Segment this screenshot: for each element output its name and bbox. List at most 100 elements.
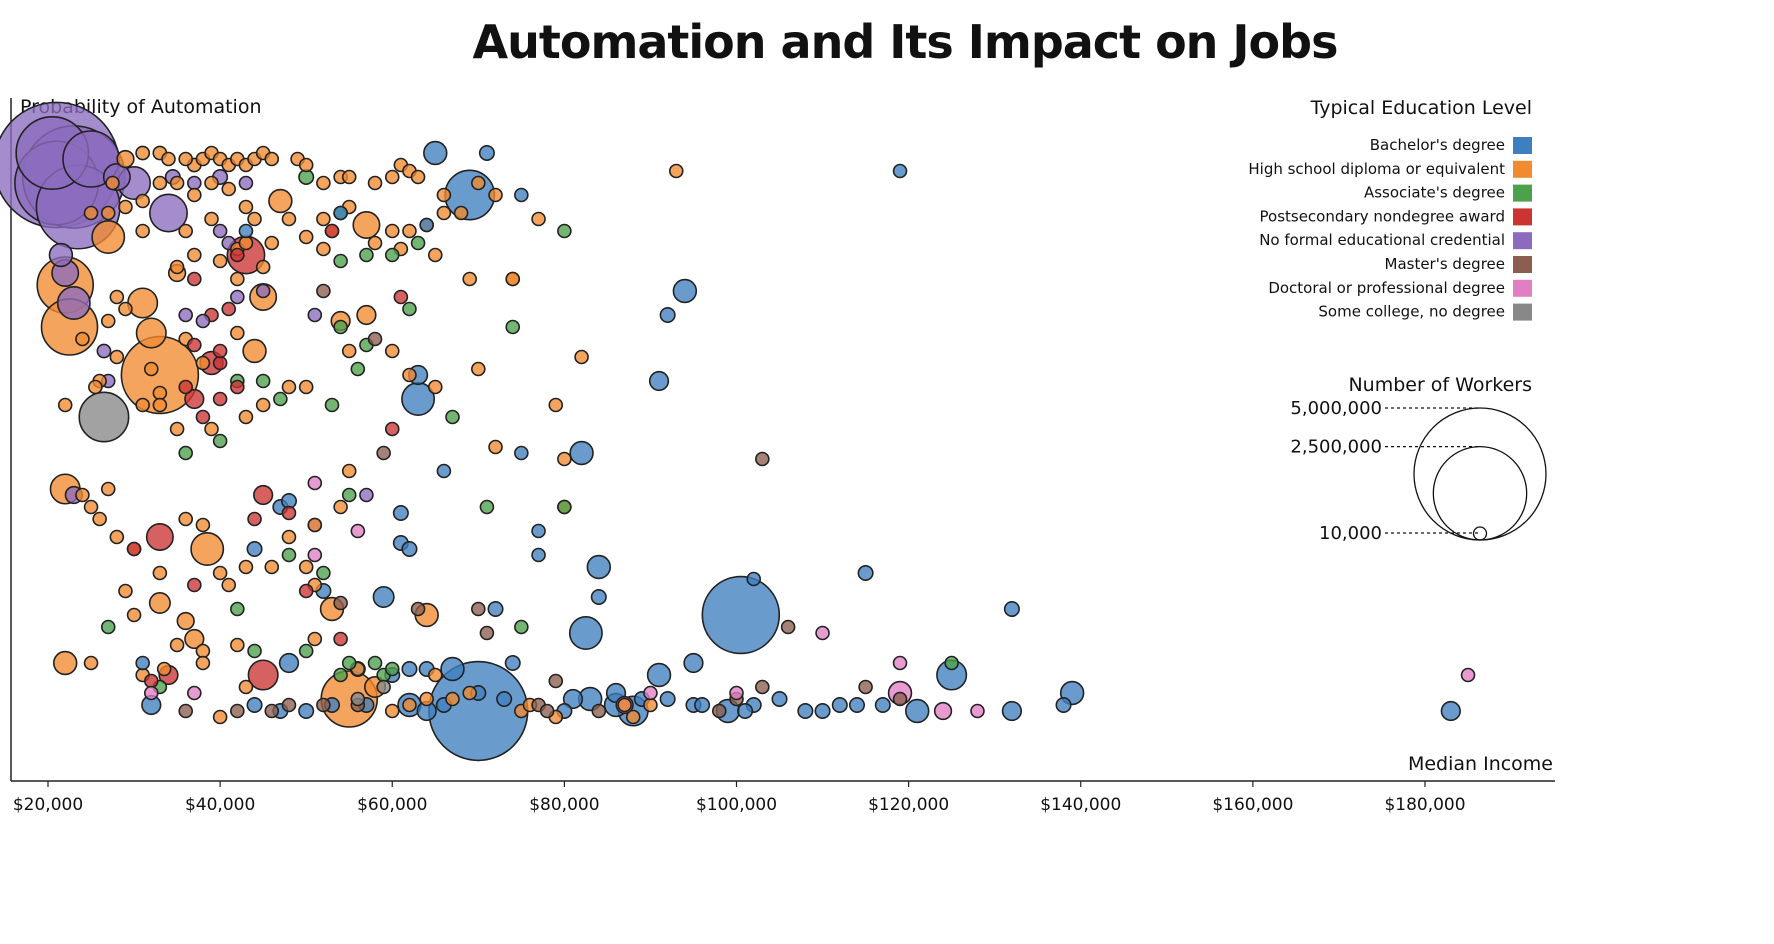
bubble-hs[interactable] — [152, 385, 168, 401]
bubble-ba[interactable] — [419, 217, 434, 233]
bubble-hs[interactable] — [116, 149, 135, 169]
bubble-hs[interactable] — [105, 175, 120, 191]
bubble-ma[interactable] — [780, 619, 796, 635]
bubble-ba[interactable] — [672, 278, 698, 304]
bubble-hs[interactable] — [57, 397, 73, 413]
bubble-as[interactable] — [333, 319, 348, 335]
bubble-as[interactable] — [402, 301, 417, 317]
bubble-as[interactable] — [333, 667, 348, 683]
bubble-nf[interactable] — [149, 193, 188, 233]
bubble-hs[interactable] — [548, 397, 564, 413]
bubble-ba[interactable] — [504, 654, 521, 672]
bubble-pn[interactable] — [195, 409, 211, 425]
bubble-dp[interactable] — [970, 703, 985, 719]
bubble-ba[interactable] — [857, 564, 874, 582]
bubble-nf[interactable] — [359, 487, 374, 503]
bubble-sc[interactable] — [78, 391, 130, 443]
bubble-hs[interactable] — [178, 151, 193, 167]
bubble-hs[interactable] — [221, 577, 237, 593]
bubble-hs[interactable] — [453, 205, 469, 221]
bubble-hs[interactable] — [152, 175, 168, 191]
bubble-pn[interactable] — [187, 577, 202, 593]
bubble-hs[interactable] — [341, 169, 357, 185]
bubble-ba[interactable] — [904, 698, 930, 724]
bubble-hs[interactable] — [384, 703, 400, 719]
bubble-ba[interactable] — [246, 696, 263, 714]
bubble-hs[interactable] — [352, 211, 381, 240]
bubble-hs[interactable] — [135, 145, 151, 161]
bubble-hs[interactable] — [156, 661, 172, 677]
bubble-hs[interactable] — [190, 532, 225, 566]
bubble-hs[interactable] — [152, 397, 168, 413]
bubble-ba[interactable] — [278, 652, 300, 674]
bubble-pn[interactable] — [212, 391, 228, 407]
bubble-ma[interactable] — [858, 679, 873, 695]
bubble-hs[interactable] — [264, 559, 280, 575]
bubble-ba[interactable] — [392, 504, 409, 522]
bubble-ba[interactable] — [1440, 700, 1461, 722]
bubble-as[interactable] — [557, 223, 572, 239]
bubble-as[interactable] — [178, 445, 193, 461]
bubble-as[interactable] — [212, 433, 228, 449]
bubble-hs[interactable] — [268, 188, 293, 214]
bubble-ba[interactable] — [423, 140, 448, 166]
bubble-ba[interactable] — [848, 696, 866, 714]
bubble-hs[interactable] — [367, 175, 383, 191]
bubble-hs[interactable] — [264, 151, 280, 167]
bubble-as[interactable] — [230, 601, 245, 617]
bubble-pn[interactable] — [324, 223, 340, 239]
bubble-dp[interactable] — [307, 475, 323, 491]
bubble-pn[interactable] — [143, 673, 159, 689]
bubble-pn[interactable] — [126, 541, 142, 557]
bubble-hs[interactable] — [178, 223, 193, 239]
bubble-hs[interactable] — [118, 583, 133, 599]
bubble-hs[interactable] — [118, 301, 133, 317]
bubble-ba[interactable] — [401, 660, 418, 678]
bubble-hs[interactable] — [178, 511, 193, 527]
bubble-ba[interactable] — [514, 187, 529, 203]
bubble-hs[interactable] — [91, 220, 126, 254]
bubble-hs[interactable] — [367, 235, 383, 251]
bubble-dp[interactable] — [1460, 667, 1476, 683]
bubble-hs[interactable] — [281, 529, 297, 545]
bubble-hs[interactable] — [109, 289, 125, 305]
bubble-nf[interactable] — [178, 307, 193, 323]
bubble-ba[interactable] — [487, 600, 504, 618]
bubble-hs[interactable] — [230, 325, 245, 341]
bubble-ba[interactable] — [440, 656, 465, 682]
bubble-ba[interactable] — [531, 523, 546, 539]
bubble-pn[interactable] — [281, 505, 297, 521]
bubble-hs[interactable] — [445, 691, 460, 707]
bubble-dp[interactable] — [933, 701, 953, 721]
bubble-pn[interactable] — [393, 289, 409, 305]
bubble-ma[interactable] — [281, 697, 297, 713]
bubble-hs[interactable] — [298, 229, 314, 245]
bubble-ba[interactable] — [737, 702, 754, 720]
bubble-ba[interactable] — [514, 445, 529, 461]
bubble-pn[interactable] — [178, 379, 193, 395]
bubble-hs[interactable] — [255, 259, 271, 275]
bubble-ba[interactable] — [659, 690, 676, 708]
bubble-as[interactable] — [384, 247, 400, 263]
bubble-as[interactable] — [324, 397, 340, 413]
bubble-hs[interactable] — [221, 181, 237, 197]
bubble-as[interactable] — [298, 643, 314, 659]
bubble-hs[interactable] — [356, 304, 377, 326]
bubble-hs[interactable] — [143, 361, 159, 377]
bubble-ba[interactable] — [135, 655, 150, 671]
bubble-ba[interactable] — [246, 540, 263, 558]
bubble-nf[interactable] — [255, 283, 271, 299]
bubble-hs[interactable] — [204, 175, 219, 191]
bubble-ba[interactable] — [797, 702, 814, 720]
bubble-ma[interactable] — [548, 673, 564, 689]
bubble-ba[interactable] — [771, 690, 788, 708]
bubble-hs[interactable] — [281, 211, 297, 227]
bubble-hs[interactable] — [238, 679, 254, 695]
bubble-hs[interactable] — [135, 223, 150, 239]
bubble-ba[interactable] — [478, 144, 495, 162]
bubble-dp[interactable] — [143, 685, 159, 701]
bubble-nf[interactable] — [96, 343, 112, 359]
bubble-ba[interactable] — [1055, 696, 1072, 714]
bubble-ma[interactable] — [539, 703, 555, 719]
bubble-hs[interactable] — [384, 169, 400, 185]
